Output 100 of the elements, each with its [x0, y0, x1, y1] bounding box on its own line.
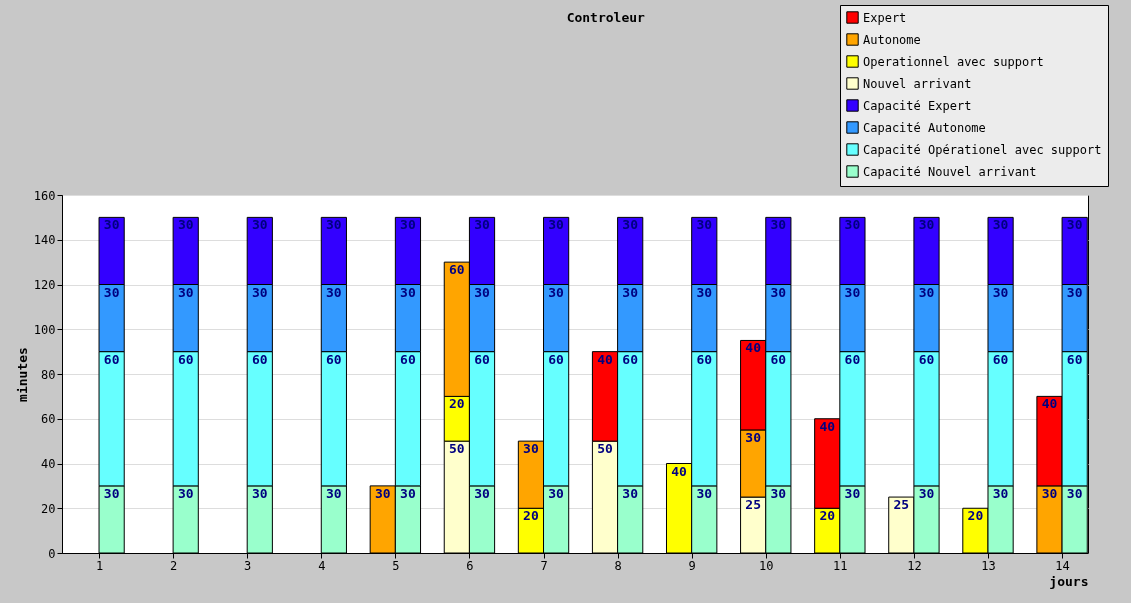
x-tick-label: 12: [907, 558, 922, 573]
data-label: 30: [770, 217, 787, 233]
data-label: 30: [622, 217, 639, 233]
data-label: 30: [374, 485, 391, 501]
data-label: 30: [696, 485, 713, 501]
data-label: 30: [844, 485, 861, 501]
data-label: 30: [548, 217, 565, 233]
data-label: 30: [103, 284, 120, 300]
y-tick-label: 120: [33, 278, 56, 292]
x-tick-label: 4: [318, 558, 326, 573]
data-label: 20: [819, 508, 836, 524]
data-label: 30: [548, 485, 565, 501]
data-label: 30: [745, 429, 762, 445]
data-label: 30: [992, 485, 1009, 501]
y-tick-label: 80: [41, 367, 56, 382]
data-label: 60: [770, 351, 787, 367]
data-label: 60: [844, 351, 861, 367]
data-label: 30: [400, 284, 416, 300]
data-label: 30: [326, 217, 342, 233]
data-label: 30: [992, 217, 1009, 233]
data-label: 30: [1066, 485, 1083, 501]
data-label: 40: [1041, 396, 1058, 412]
x-tick-label: 2: [170, 558, 178, 573]
data-label: 60: [474, 351, 491, 367]
data-label: 60: [548, 351, 565, 367]
data-label: 30: [523, 441, 539, 457]
data-label: 30: [103, 217, 120, 233]
data-label: 30: [326, 485, 342, 501]
data-label: 30: [326, 284, 342, 300]
data-label: 30: [400, 485, 416, 501]
data-label: 25: [745, 497, 761, 513]
data-label: 30: [918, 217, 935, 233]
data-label: 30: [548, 284, 565, 300]
y-tick-label: 40: [41, 457, 56, 471]
data-label: 30: [622, 485, 639, 501]
y-tick-label: 60: [41, 412, 56, 427]
x-tick-label: 5: [392, 558, 400, 573]
chart-title: Controleur: [566, 10, 646, 25]
data-label: 30: [770, 284, 787, 300]
data-label: 30: [1066, 217, 1083, 233]
data-label: 30: [400, 217, 416, 233]
data-label: 25: [893, 497, 910, 513]
data-label: 30: [474, 284, 491, 300]
x-tick-label: 1: [95, 558, 104, 573]
data-label: 30: [251, 485, 268, 501]
x-tick-label: 7: [540, 558, 548, 573]
data-label: 30: [844, 217, 861, 233]
data-label: 30: [696, 217, 713, 233]
data-label: 30: [992, 284, 1009, 300]
data-label: 30: [770, 485, 787, 501]
data-label: 30: [251, 217, 268, 233]
data-label: 30: [177, 485, 194, 501]
legend-label: Capacité Autonome: [863, 120, 986, 135]
x-tick-label: 3: [244, 558, 252, 573]
x-tick-label: 9: [688, 558, 696, 573]
data-label: 30: [251, 284, 268, 300]
data-label: 60: [103, 351, 120, 367]
y-tick-label: 140: [33, 233, 56, 248]
data-label: 60: [696, 351, 713, 367]
legend-label: Expert: [863, 10, 907, 25]
data-label: 60: [400, 351, 416, 367]
y-axis-title: minutes: [14, 347, 30, 402]
data-label: 60: [326, 351, 342, 367]
data-label: 20: [523, 508, 539, 524]
data-label: 30: [696, 284, 713, 300]
data-label: 20: [967, 508, 984, 524]
x-tick-label: 8: [614, 558, 622, 573]
data-label: 60: [251, 351, 268, 367]
data-label: 30: [103, 485, 120, 501]
data-label: 30: [474, 217, 491, 233]
data-label: 20: [449, 396, 465, 412]
y-tick-label: 20: [41, 501, 56, 516]
y-tick-label: 0: [48, 546, 56, 561]
data-label: 30: [918, 284, 935, 300]
data-label: 40: [597, 351, 613, 367]
legend-label: Nouvel arrivant: [863, 76, 972, 91]
data-label: 30: [177, 284, 194, 300]
data-label: 30: [1066, 284, 1083, 300]
x-tick-label: 6: [466, 558, 474, 573]
legend-label: Capacité Nouvel arrivant: [863, 164, 1037, 179]
data-label: 30: [1041, 485, 1058, 501]
data-label: 60: [449, 262, 465, 278]
x-tick-label: 11: [833, 558, 848, 573]
data-label: 30: [177, 217, 194, 233]
x-tick-label: 10: [759, 558, 774, 573]
x-tick-label: 14: [1055, 558, 1070, 573]
legend-label: Capacité Opérationel avec support: [863, 142, 1102, 157]
data-label: 40: [671, 463, 688, 479]
y-tick-label: 100: [33, 322, 56, 337]
legend-label: Operationnel avec support: [863, 54, 1044, 69]
legend-label: Capacité Expert: [863, 98, 972, 113]
data-label: 60: [177, 351, 194, 367]
data-label: 30: [622, 284, 639, 300]
data-label: 50: [449, 441, 465, 457]
data-label: 60: [918, 351, 935, 367]
data-label: 30: [918, 485, 935, 501]
data-label: 30: [844, 284, 861, 300]
data-label: 40: [819, 418, 836, 434]
data-label: 50: [597, 441, 613, 457]
data-label: 60: [622, 351, 639, 367]
